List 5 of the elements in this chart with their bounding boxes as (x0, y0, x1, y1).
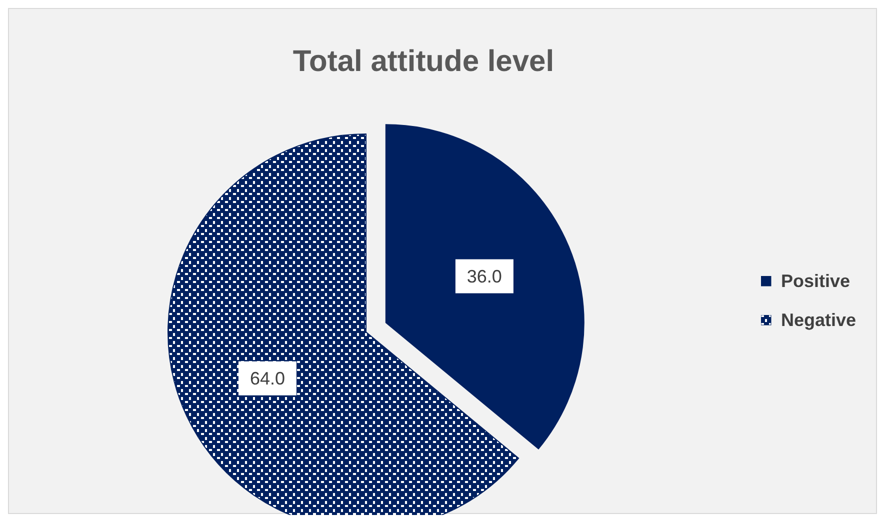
legend-label: Positive (781, 271, 850, 292)
data-label: 64.0 (250, 368, 285, 388)
chart-title: Total attitude level (292, 45, 556, 79)
legend-label: Negative (781, 310, 856, 331)
data-label: 36.0 (466, 266, 502, 286)
